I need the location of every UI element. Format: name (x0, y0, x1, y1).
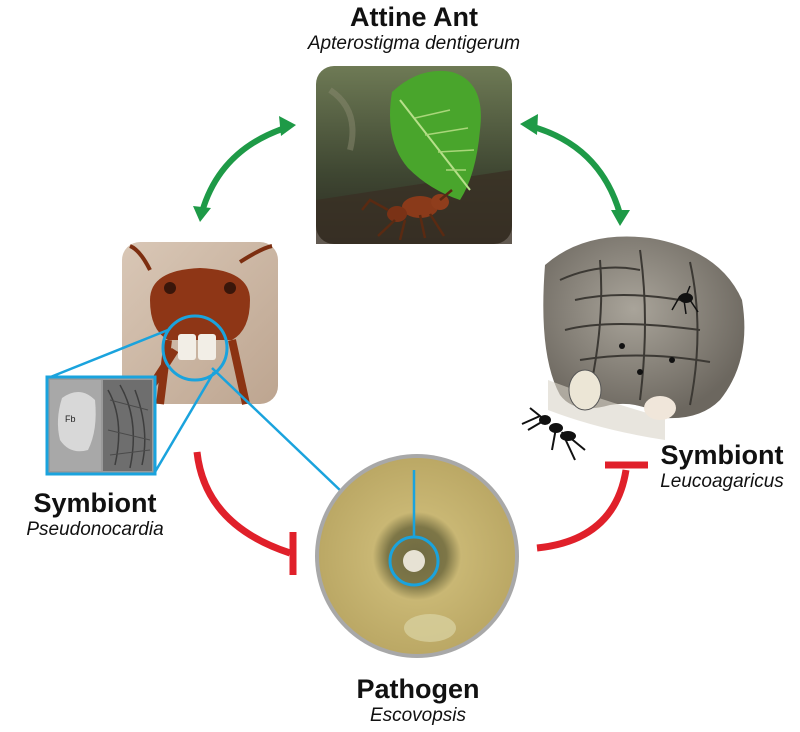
mutualism-arrow-right (529, 123, 623, 215)
symbiont-left-species: Pseudonocardia (26, 519, 164, 540)
inhibition-arrow-left (193, 451, 292, 557)
mutualism-arrow-left (199, 125, 286, 213)
pathogen-species: Escovopsis (369, 705, 467, 726)
arrowhead-icon (193, 206, 211, 222)
petri-dish-photo (315, 454, 519, 658)
ant-title: Attine Ant (350, 2, 478, 32)
magnifier-circle (161, 314, 229, 382)
micro-label: Fb (65, 414, 76, 424)
symbiont-right-species: Leucoagaricus (660, 471, 784, 492)
inset-connector (153, 371, 216, 473)
fungus-garden-illustration (521, 236, 745, 461)
ant-species: Apterostigma dentigerum (307, 33, 521, 54)
leaf-cutter-ant-photo (316, 66, 512, 244)
symbiont-left-label: Symbiont Pseudonocardia (0, 488, 190, 542)
symbiont-left-title: Symbiont (33, 488, 157, 518)
ant-head-closeup-photo (122, 242, 278, 407)
ant-label: Attine Ant Apterostigma dentigerum (300, 2, 528, 56)
arrowhead-icon (279, 116, 296, 136)
inhibition-arrow-right (536, 469, 630, 552)
pathogen-title: Pathogen (356, 674, 480, 704)
pathogen-label: Pathogen Escovopsis (318, 674, 518, 728)
inset-connector (47, 328, 169, 380)
symbiont-right-label: Symbiont Leucoagaricus (648, 440, 796, 494)
microscopy-inset (45, 375, 157, 476)
symbiont-right-title: Symbiont (660, 440, 784, 470)
arrowhead-icon (520, 114, 538, 135)
arrowhead-icon (611, 210, 630, 226)
